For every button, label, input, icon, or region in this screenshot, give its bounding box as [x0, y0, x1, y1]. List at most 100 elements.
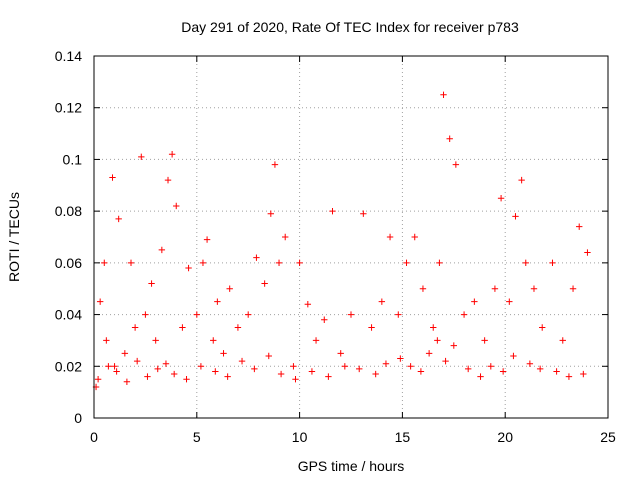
- data-point: [395, 311, 402, 318]
- data-point: [312, 337, 320, 344]
- data-point: [103, 337, 110, 344]
- data-point: [265, 352, 272, 360]
- data-point: [530, 285, 538, 292]
- data-point: [113, 368, 120, 375]
- data-point: [440, 91, 447, 98]
- data-point: [277, 370, 285, 378]
- data-point: [434, 337, 441, 344]
- data-point: [185, 264, 192, 272]
- data-point: [131, 324, 139, 331]
- data-point: [460, 311, 468, 318]
- data-point: [518, 176, 525, 184]
- data-point: [142, 311, 149, 318]
- data-point: [292, 376, 299, 383]
- data-point: [491, 285, 499, 292]
- data-point: [536, 365, 544, 373]
- data-point: [290, 363, 297, 370]
- data-point: [464, 365, 472, 373]
- data-point: [329, 207, 336, 215]
- data-point: [481, 337, 488, 344]
- data-point: [162, 360, 170, 367]
- data-point: [407, 363, 414, 370]
- data-point: [183, 376, 190, 383]
- data-point: [220, 350, 227, 357]
- data-point: [471, 298, 478, 305]
- data-point: [397, 355, 404, 362]
- data-point: [245, 311, 252, 318]
- data-point: [337, 350, 344, 357]
- data-point: [224, 373, 231, 380]
- data-point: [253, 254, 260, 261]
- data-point: [526, 360, 534, 367]
- data-point: [549, 259, 556, 267]
- axis-ticks: 0 5 10 15 20 25 0 0.02 0.04 0.06 0.08 0.1 0.12 0.14: [55, 48, 616, 445]
- x-tick-label: 10: [292, 429, 308, 445]
- data-point: [105, 363, 112, 370]
- data-point: [436, 259, 443, 267]
- data-point: [325, 373, 332, 380]
- data-point: [417, 368, 425, 375]
- data-point: [372, 370, 379, 378]
- data-point: [450, 342, 457, 349]
- data-point: [203, 236, 211, 243]
- data-point: [199, 259, 207, 267]
- data-point: [133, 357, 141, 365]
- x-axis-label: GPS time / hours: [298, 458, 405, 474]
- data-point: [148, 280, 155, 287]
- data-point: [96, 298, 104, 305]
- data-point: [121, 350, 129, 357]
- data-point: [497, 195, 505, 202]
- data-point: [111, 363, 118, 370]
- data-point: [179, 324, 186, 331]
- data-point: [425, 350, 433, 357]
- data-point: [360, 210, 367, 217]
- data-point: [411, 233, 418, 241]
- data-point: [164, 176, 172, 184]
- data-point: [158, 246, 166, 254]
- data-point: [115, 215, 122, 223]
- data-point: [210, 337, 217, 344]
- data-point: [576, 223, 583, 230]
- plot-frame: [93, 55, 609, 419]
- y-tick-label: 0.02: [55, 358, 82, 374]
- data-point: [580, 370, 587, 378]
- data-point: [499, 368, 507, 375]
- data-point: [430, 324, 437, 331]
- data-point: [197, 363, 205, 370]
- data-point: [127, 259, 135, 267]
- data-point: [193, 311, 200, 318]
- y-axis-label: ROTI / TECUs: [6, 192, 22, 282]
- x-tick-label: 15: [395, 429, 411, 445]
- data-point: [452, 161, 460, 168]
- data-point: [238, 357, 246, 365]
- data-point: [510, 352, 517, 360]
- data-point: [522, 259, 529, 267]
- data-point: [267, 210, 275, 217]
- data-point: [109, 174, 116, 181]
- data-point: [347, 311, 355, 318]
- data-point: [123, 378, 131, 385]
- data-point: [321, 316, 328, 323]
- chart-title: Day 291 of 2020, Rate Of TEC Index for r…: [181, 19, 519, 35]
- data-point: [308, 368, 316, 375]
- data-point: [487, 363, 495, 370]
- data-point: [152, 337, 159, 344]
- x-tick-label: 25: [600, 429, 616, 445]
- y-tick-label: 0.08: [55, 203, 82, 219]
- data-point: [94, 376, 102, 383]
- data-point: [386, 233, 394, 241]
- y-tick-label: 0.14: [55, 48, 82, 64]
- data-point: [553, 368, 560, 375]
- data-point: [584, 249, 591, 256]
- data-point: [539, 324, 546, 331]
- data-point: [173, 202, 180, 210]
- data-point: [101, 259, 108, 267]
- data-point: [419, 285, 427, 292]
- data-point: [282, 233, 289, 241]
- data-point: [144, 373, 151, 380]
- data-point: [261, 280, 268, 287]
- data-point: [251, 365, 258, 373]
- data-point: [138, 153, 145, 161]
